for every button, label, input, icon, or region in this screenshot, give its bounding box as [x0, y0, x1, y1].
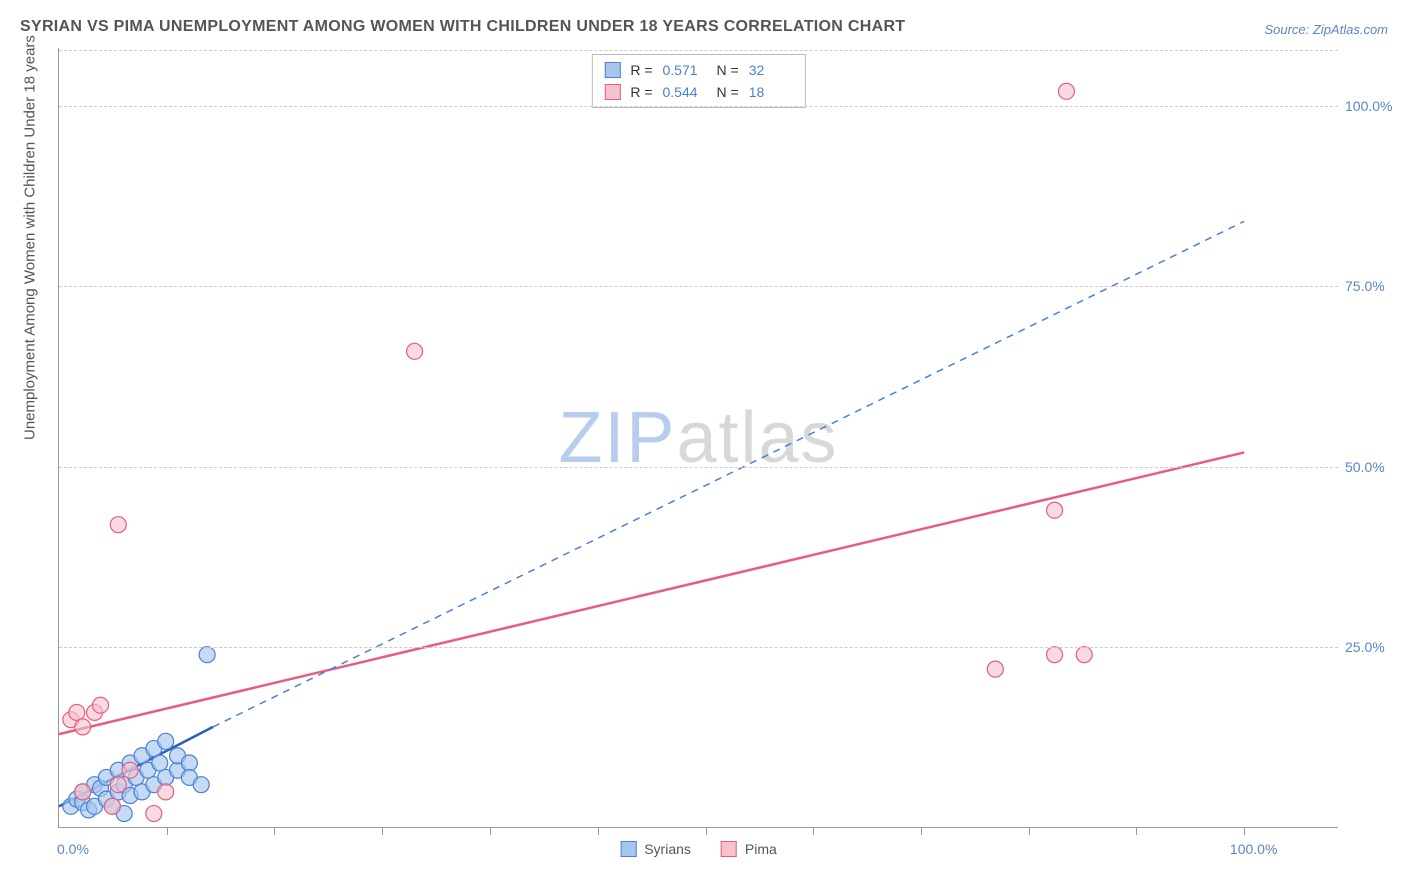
x-tick	[813, 827, 814, 835]
gridline	[59, 647, 1338, 648]
data-point[interactable]	[193, 777, 209, 793]
legend-r-value: 0.571	[663, 62, 707, 78]
legend-stats-row: R = 0.544 N = 18	[604, 81, 792, 103]
data-point[interactable]	[1047, 502, 1063, 518]
plot-area: ZIPatlas R =0.571N =32R =0.544N =18 Syri…	[58, 48, 1338, 828]
legend-r-label: R =	[630, 84, 652, 100]
y-tick-label: 50.0%	[1345, 459, 1400, 475]
data-point[interactable]	[1076, 647, 1092, 663]
data-point[interactable]	[75, 784, 91, 800]
data-point[interactable]	[104, 798, 120, 814]
y-tick-label: 25.0%	[1345, 639, 1400, 655]
legend-n-value: 32	[749, 62, 793, 78]
legend-series-label: Syrians	[644, 841, 691, 857]
trend-line	[59, 452, 1244, 734]
chart-title: SYRIAN VS PIMA UNEMPLOYMENT AMONG WOMEN …	[20, 18, 905, 36]
legend-swatch	[721, 841, 737, 857]
gridline	[59, 286, 1338, 287]
x-tick	[274, 827, 275, 835]
data-point[interactable]	[69, 704, 85, 720]
x-tick	[1136, 827, 1137, 835]
legend-series-item[interactable]: Pima	[721, 841, 777, 857]
data-point[interactable]	[75, 719, 91, 735]
data-point[interactable]	[152, 755, 168, 771]
x-tick	[490, 827, 491, 835]
data-point[interactable]	[92, 697, 108, 713]
data-point[interactable]	[110, 517, 126, 533]
gridline	[59, 467, 1338, 468]
x-tick	[1244, 827, 1245, 835]
y-axis-title: Unemployment Among Women with Children U…	[22, 35, 39, 440]
data-point[interactable]	[146, 806, 162, 822]
gridline	[59, 50, 1338, 51]
data-point[interactable]	[158, 784, 174, 800]
legend-n-label: N =	[717, 84, 739, 100]
correlation-chart: SYRIAN VS PIMA UNEMPLOYMENT AMONG WOMEN …	[0, 0, 1406, 892]
data-point[interactable]	[110, 777, 126, 793]
source-attribution[interactable]: Source: ZipAtlas.com	[1264, 22, 1388, 37]
data-point[interactable]	[987, 661, 1003, 677]
legend-stats-box: R = 0.571 N = 32 R = 0.544 N = 18	[591, 54, 805, 108]
data-point[interactable]	[407, 343, 423, 359]
x-tick-label: 0.0%	[57, 841, 89, 857]
legend-swatch	[620, 841, 636, 857]
data-point[interactable]	[199, 647, 215, 663]
data-point[interactable]	[181, 755, 197, 771]
legend-series: Syrians Pima	[620, 841, 777, 857]
data-point[interactable]	[1058, 83, 1074, 99]
y-tick-label: 75.0%	[1345, 278, 1400, 294]
data-point[interactable]	[122, 762, 138, 778]
x-tick	[382, 827, 383, 835]
legend-r-label: R =	[630, 62, 652, 78]
y-tick-label: 100.0%	[1345, 98, 1400, 114]
plot-svg	[59, 48, 1338, 827]
x-tick	[1029, 827, 1030, 835]
x-tick	[167, 827, 168, 835]
legend-n-label: N =	[717, 62, 739, 78]
gridline	[59, 106, 1338, 107]
legend-series-item[interactable]: Syrians	[620, 841, 691, 857]
data-point[interactable]	[1047, 647, 1063, 663]
x-tick	[706, 827, 707, 835]
legend-r-value: 0.544	[663, 84, 707, 100]
legend-series-label: Pima	[745, 841, 777, 857]
legend-swatch	[604, 62, 620, 78]
x-tick	[598, 827, 599, 835]
x-tick	[921, 827, 922, 835]
legend-n-value: 18	[749, 84, 793, 100]
x-tick-label: 100.0%	[1230, 841, 1277, 857]
legend-stats-row: R = 0.571 N = 32	[604, 59, 792, 81]
data-point[interactable]	[158, 733, 174, 749]
legend-swatch	[604, 84, 620, 100]
